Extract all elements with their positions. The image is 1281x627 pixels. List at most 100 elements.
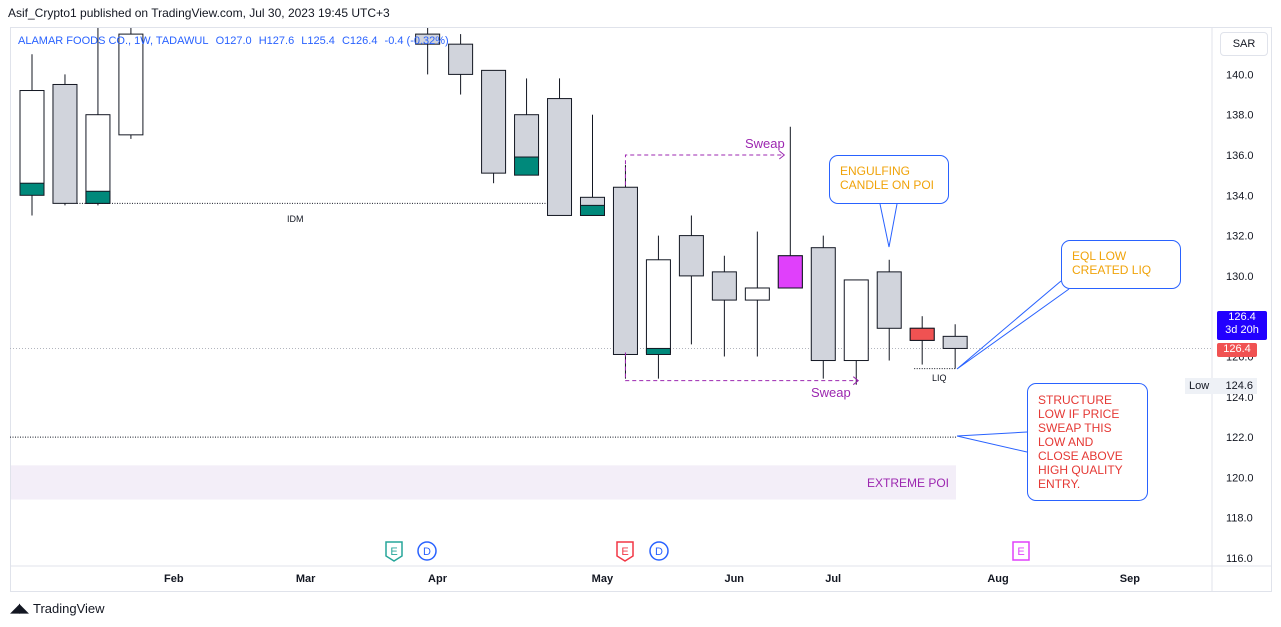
symbol-legend: ALAMAR FOODS CO., 1W, TADAWUL O127.0 H12…	[18, 35, 453, 47]
x-tick-label-5: Jul	[825, 573, 841, 585]
callout-structure-pointer	[956, 431, 1028, 453]
x-tick-label-3: May	[592, 573, 614, 585]
candle-body	[85, 114, 111, 204]
candle-body	[645, 259, 671, 353]
candle-13[interactable]	[711, 255, 737, 357]
candle-body	[547, 98, 573, 216]
candle-17[interactable]	[843, 279, 869, 385]
candle-body	[678, 235, 704, 277]
publish-header: Asif_Crypto1 published on TradingView.co…	[8, 6, 390, 20]
callout-engulfing[interactable]: ENGULFING CANDLE ON POI	[829, 155, 949, 204]
highlight-block-6	[909, 327, 935, 341]
footer-brand-text: TradingView	[33, 600, 105, 616]
candle-body	[942, 335, 968, 349]
candle-1[interactable]	[52, 74, 78, 206]
highlight-block-0	[19, 182, 45, 196]
candle-5[interactable]	[448, 34, 474, 95]
earnings-icon	[385, 541, 403, 562]
candle-7[interactable]	[514, 78, 540, 176]
callout-structure-low[interactable]: STRUCTURE LOW IF PRICE SWEAP THIS LOW AN…	[1027, 383, 1148, 501]
low-tag: Low 124.6	[1185, 378, 1257, 394]
sweep-top-arrow	[778, 150, 786, 160]
candle-16[interactable]	[810, 235, 836, 379]
y-tick-label-8: 132.0	[1226, 231, 1254, 243]
candle-20[interactable]	[942, 324, 968, 369]
liq-label: LIQ	[932, 373, 947, 383]
earnings-icon	[1012, 541, 1030, 561]
sweep-bottom-line	[624, 352, 859, 382]
x-tick-label-4: Jun	[724, 573, 744, 585]
candle-countdown: 3d 20h	[1225, 324, 1259, 336]
x-tick-label-7: Sep	[1120, 573, 1140, 585]
candle-14[interactable]	[744, 231, 770, 357]
highlight-block-2	[514, 156, 540, 176]
candle-9[interactable]	[579, 114, 605, 216]
legend-close: C126.4	[341, 35, 378, 47]
legend-symbol[interactable]: ALAMAR FOODS CO., 1W, TADAWUL	[18, 35, 209, 47]
candle-10[interactable]	[612, 165, 638, 379]
footer-brand[interactable]: ◢◣ TradingView	[10, 600, 105, 616]
earnings-icon	[616, 541, 634, 562]
candle-body	[19, 90, 45, 186]
event-letter: D	[655, 546, 663, 558]
candle-body	[514, 114, 540, 160]
candle-11[interactable]	[645, 235, 671, 379]
candle-3[interactable]	[118, 14, 144, 139]
candle-body	[448, 43, 474, 75]
y-tick-label-4: 124.0	[1226, 392, 1254, 404]
candle-body	[118, 33, 144, 136]
sweep-bottom-arrow	[852, 376, 860, 386]
x-tick-label-0: Feb	[164, 573, 184, 585]
tradingview-logo-icon: ◢◣	[10, 600, 29, 615]
y-tick-label-9: 134.0	[1226, 190, 1254, 202]
event-letter: D	[423, 546, 431, 558]
y-tick-label-2: 120.0	[1226, 472, 1254, 484]
candle-12[interactable]	[678, 215, 704, 345]
y-tick-label-1: 118.0	[1226, 513, 1253, 525]
candle-8[interactable]	[547, 78, 573, 216]
y-tick-label-0: 116.0	[1226, 553, 1253, 565]
candle-body	[843, 279, 869, 362]
legend-low: L125.4	[301, 35, 335, 47]
candle-4[interactable]	[415, 14, 441, 75]
dividend-icon	[649, 541, 669, 561]
candle-body	[810, 247, 836, 362]
event-marker-2[interactable]: E	[616, 541, 634, 562]
candle-body	[52, 83, 78, 204]
currency-button[interactable]: SAR	[1220, 32, 1268, 56]
candle-6[interactable]	[481, 69, 507, 184]
low-tag-value: 124.6	[1225, 380, 1253, 392]
event-letter: E	[621, 546, 628, 558]
event-marker-3[interactable]: D	[649, 541, 669, 561]
last-price-value: 126.4	[1228, 311, 1256, 323]
candle-body	[744, 287, 770, 301]
y-tick-label-10: 136.0	[1226, 150, 1254, 162]
extreme-poi-label: EXTREME POI	[867, 476, 950, 490]
candle-body	[415, 33, 441, 45]
sweap-top-label: Sweap	[745, 136, 785, 151]
event-letter: E	[390, 546, 397, 558]
event-marker-4[interactable]: E	[1012, 541, 1030, 561]
candle-body	[711, 271, 737, 301]
candle-body	[612, 186, 638, 355]
chart-frame[interactable]	[10, 27, 1272, 592]
callout-engulfing-pointer	[879, 203, 898, 248]
sweap-bottom-label: Sweap	[811, 385, 851, 400]
x-tick-label-2: Apr	[428, 573, 448, 585]
x-tick-label-1: Mar	[296, 573, 316, 585]
highlight-block-5	[777, 255, 803, 289]
close-price-tag: 126.4	[1217, 343, 1257, 357]
idm-label: IDM	[287, 214, 304, 224]
sweep-top-line	[624, 154, 785, 186]
highlight-block-3	[579, 204, 605, 216]
y-tick-label-7: 130.0	[1226, 271, 1254, 283]
event-marker-1[interactable]: D	[417, 541, 437, 561]
y-tick-label-11: 138.0	[1226, 110, 1254, 122]
candle-body	[876, 271, 902, 329]
callout-eql-pointer	[956, 280, 1070, 370]
event-marker-0[interactable]: E	[385, 541, 403, 562]
extreme-poi-zone	[11, 465, 956, 500]
callout-eql-low[interactable]: EQL LOW CREATED LIQ	[1061, 240, 1181, 289]
candle-18[interactable]	[876, 259, 902, 361]
